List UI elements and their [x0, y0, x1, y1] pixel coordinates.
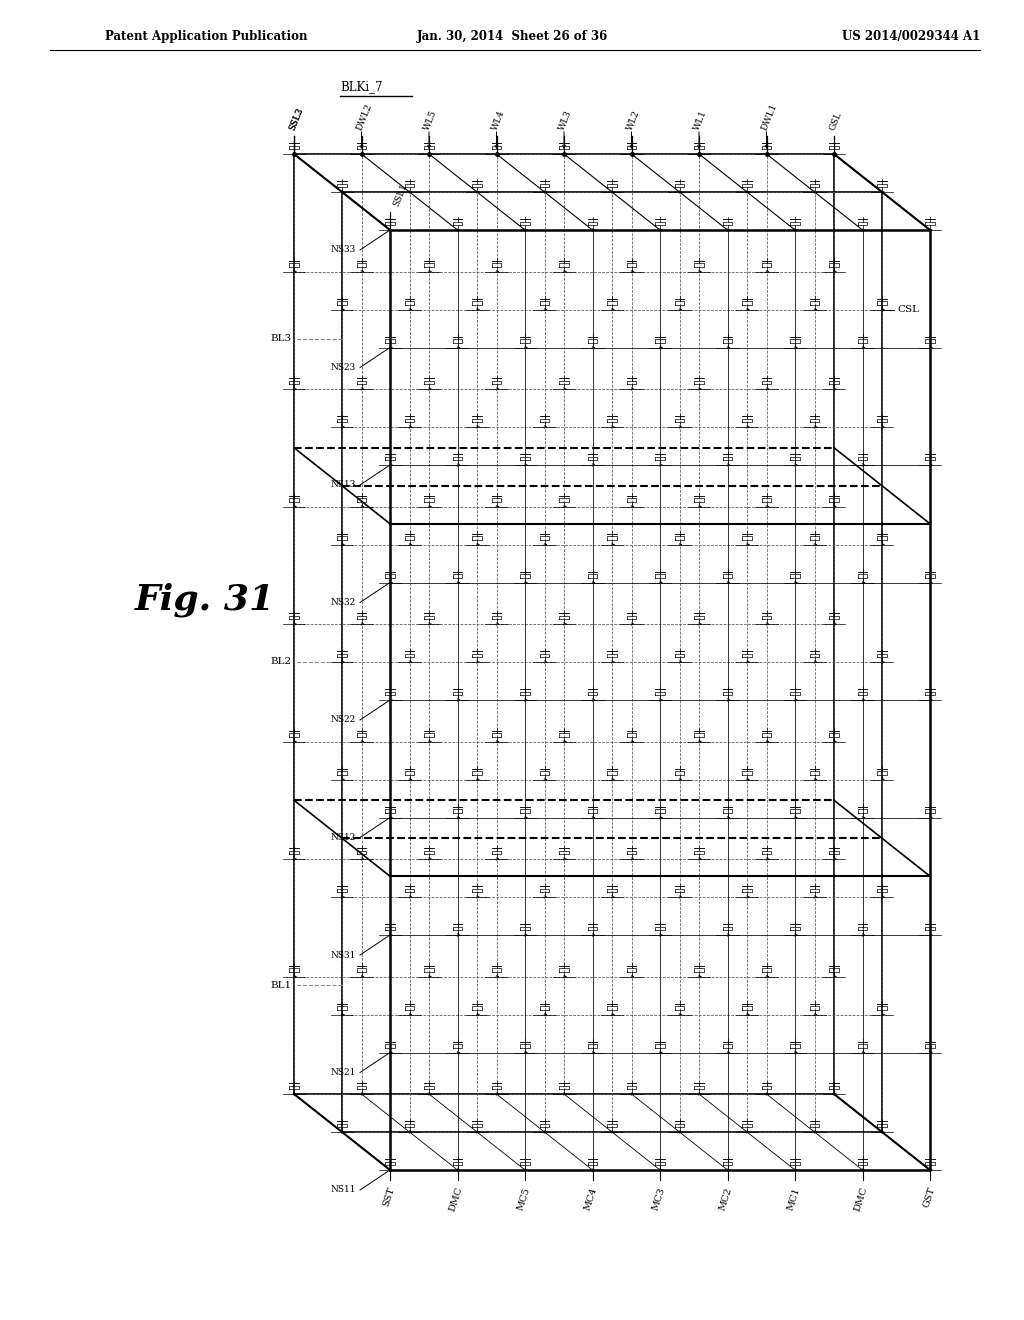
Text: NS23: NS23 [331, 363, 356, 372]
Text: WL3: WL3 [558, 110, 573, 132]
Text: SSL1: SSL1 [392, 182, 410, 209]
Text: NS22: NS22 [331, 715, 356, 725]
Text: NS31: NS31 [331, 950, 356, 960]
Text: WL4: WL4 [490, 110, 506, 132]
Text: US 2014/0029344 A1: US 2014/0029344 A1 [842, 30, 980, 44]
Text: DWL2: DWL2 [355, 103, 374, 132]
Text: BL2: BL2 [271, 657, 292, 667]
Text: NS33: NS33 [331, 246, 356, 255]
Text: Fig. 31: Fig. 31 [135, 582, 275, 618]
Text: SSL3: SSL3 [288, 107, 305, 132]
Text: GSL: GSL [827, 111, 843, 132]
Text: MC2: MC2 [718, 1185, 734, 1212]
Text: DMC: DMC [447, 1185, 464, 1213]
Text: GST: GST [922, 1185, 937, 1209]
Text: NS21: NS21 [331, 1068, 356, 1077]
Text: NS12: NS12 [331, 833, 356, 842]
Text: Patent Application Publication: Patent Application Publication [105, 30, 307, 44]
Text: MC1: MC1 [785, 1185, 802, 1212]
Text: WL5: WL5 [423, 110, 439, 132]
Text: NS13: NS13 [331, 480, 356, 490]
Text: SST: SST [382, 1185, 396, 1208]
Text: BLKi_7: BLKi_7 [340, 81, 383, 92]
Text: WL2: WL2 [626, 110, 641, 132]
Text: DMC: DMC [853, 1185, 869, 1213]
Text: MC3: MC3 [650, 1185, 667, 1212]
Text: MC4: MC4 [583, 1185, 599, 1212]
Text: Jan. 30, 2014  Sheet 26 of 36: Jan. 30, 2014 Sheet 26 of 36 [417, 30, 607, 44]
Text: NS32: NS32 [331, 598, 356, 607]
Text: MC5: MC5 [516, 1185, 531, 1212]
Text: NS11: NS11 [331, 1185, 356, 1195]
Text: BL1: BL1 [271, 981, 292, 990]
Text: DWL1: DWL1 [760, 103, 779, 132]
Text: WL1: WL1 [692, 110, 709, 132]
Text: SSL2: SSL2 [288, 107, 305, 132]
Text: BL3: BL3 [271, 334, 292, 343]
Text: CSL: CSL [897, 305, 919, 314]
